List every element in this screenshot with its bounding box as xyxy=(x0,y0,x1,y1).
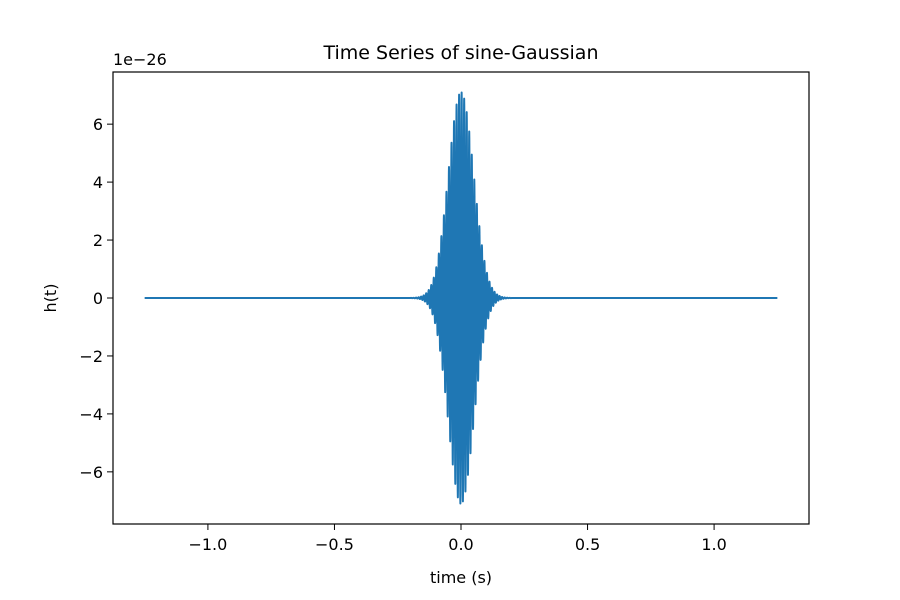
y-tick-label: 0 xyxy=(93,289,103,308)
x-axis-label: time (s) xyxy=(430,568,492,587)
x-tick-label: 1.0 xyxy=(701,535,726,554)
x-tick-label: −1.0 xyxy=(188,535,227,554)
y-axis-ticks: −6 −4 −2 0 2 4 6 xyxy=(79,115,113,482)
y-tick-label: −2 xyxy=(79,347,103,366)
chart-title: Time Series of sine-Gaussian xyxy=(323,42,599,64)
y-axis-label: h(t) xyxy=(41,284,60,313)
plot-area xyxy=(143,91,779,505)
y-tick-label: −6 xyxy=(79,463,103,482)
x-tick-label: 0.5 xyxy=(575,535,600,554)
x-tick-label: −0.5 xyxy=(315,535,354,554)
axes-frame xyxy=(112,71,810,525)
y-tick-label: 2 xyxy=(93,231,103,250)
x-tick-label: 0.0 xyxy=(448,535,473,554)
y-tick-label: −4 xyxy=(79,405,103,424)
y-tick-label: 4 xyxy=(93,173,103,192)
x-axis-ticks: −1.0 −0.5 0.0 0.5 1.0 xyxy=(188,524,727,554)
y-offset-label: 1e−26 xyxy=(113,50,167,69)
series-line-0 xyxy=(143,91,779,505)
y-tick-label: 6 xyxy=(93,115,103,134)
